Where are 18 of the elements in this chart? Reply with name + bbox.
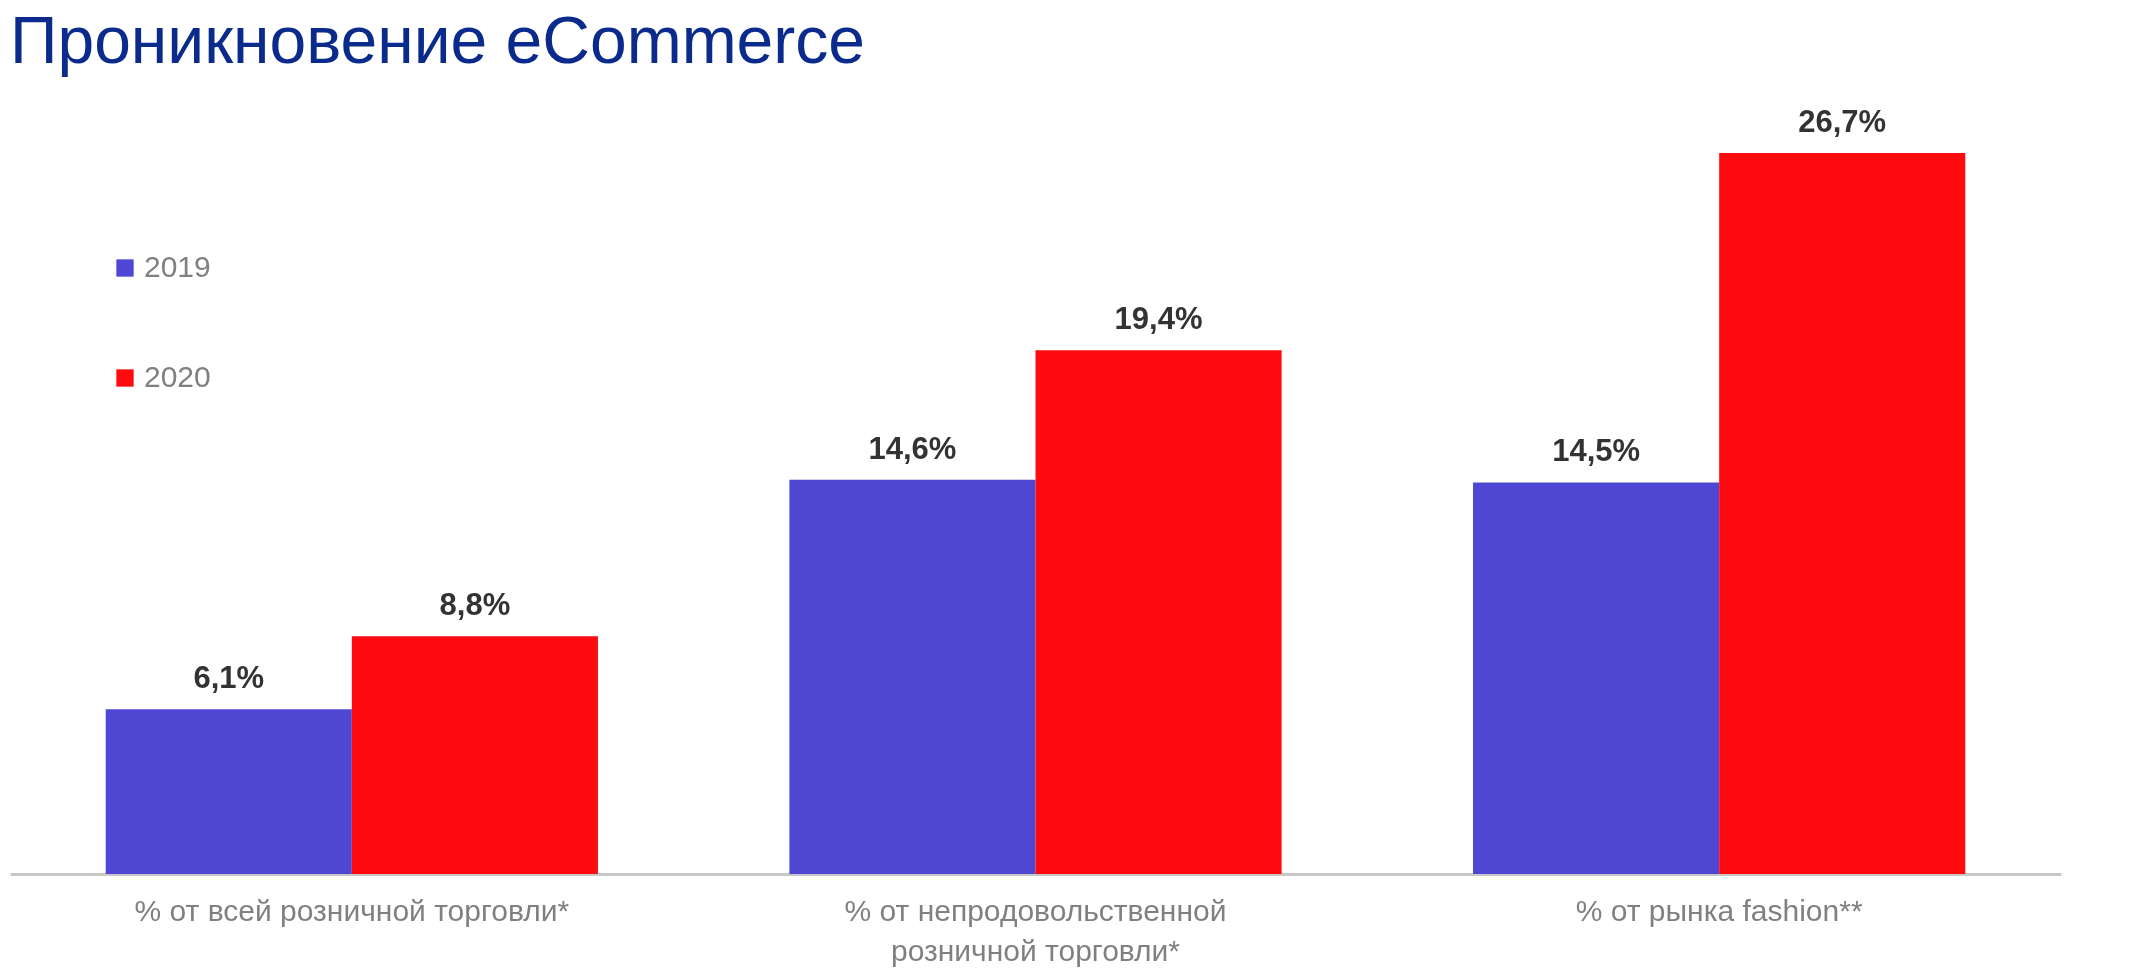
data-label: 26,7%	[1798, 104, 1887, 139]
data-label: 8,8%	[439, 587, 511, 623]
chart-title: Проникновение eCommerce	[10, 3, 866, 77]
bar	[105, 709, 352, 874]
bar	[1719, 153, 1966, 874]
data-label: 14,6%	[868, 430, 957, 466]
bar	[1473, 482, 1720, 874]
legend-label: 2019	[144, 250, 211, 283]
x-tick-label: % от всей розничной торговли*	[134, 893, 570, 927]
data-label: 14,5%	[1552, 433, 1641, 469]
data-label: 6,1%	[193, 660, 265, 696]
bar	[351, 636, 598, 874]
bar	[789, 479, 1036, 874]
x-tick-label: % от непродовольственной розничной торговли*	[844, 893, 1227, 967]
bar	[1035, 350, 1282, 874]
legend-label: 2020	[144, 360, 211, 393]
x-tick-label: % от рынка fashion**	[1575, 893, 1863, 927]
data-label: 19,4%	[1114, 301, 1203, 337]
